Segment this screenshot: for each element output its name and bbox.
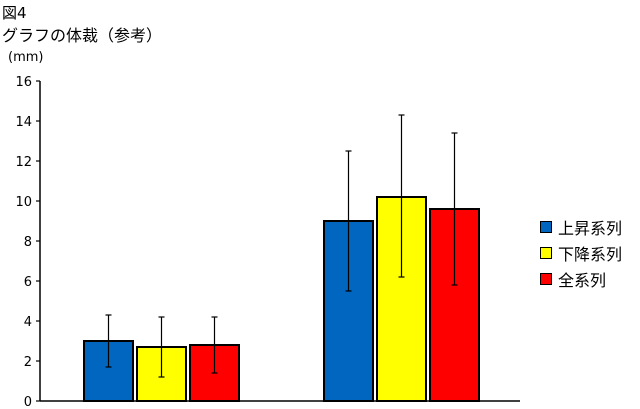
legend-item-rising: 上昇系列 bbox=[540, 214, 622, 240]
y-tick-label-4: 8 bbox=[24, 235, 32, 250]
legend-swatch-rising bbox=[540, 221, 552, 233]
legend-label-all: 全系列 bbox=[558, 271, 607, 290]
chart-title: グラフの体裁（参考） bbox=[2, 26, 163, 45]
y-tick-label-6: 12 bbox=[15, 155, 32, 170]
y-tick-label-1: 2 bbox=[24, 355, 32, 370]
figure-label: 図4 bbox=[2, 4, 27, 22]
legend-swatch-falling bbox=[540, 247, 552, 259]
legend-item-falling: 下降系列 bbox=[540, 240, 622, 266]
y-tick-label-2: 4 bbox=[24, 315, 32, 330]
y-tick-label-3: 6 bbox=[24, 275, 32, 290]
y-tick-label-7: 14 bbox=[15, 115, 32, 130]
legend: 上昇系列 下降系列 全系列 bbox=[540, 214, 622, 292]
legend-swatch-all bbox=[540, 273, 552, 285]
y-axis-unit-label: (mm) bbox=[8, 50, 44, 65]
legend-label-rising: 上昇系列 bbox=[558, 219, 623, 238]
y-tick-label-5: 10 bbox=[15, 195, 32, 210]
y-tick-label-8: 16 bbox=[15, 75, 32, 90]
legend-label-falling: 下降系列 bbox=[558, 245, 623, 264]
y-tick-label-0: 0 bbox=[24, 395, 32, 409]
legend-item-all: 全系列 bbox=[540, 266, 622, 292]
